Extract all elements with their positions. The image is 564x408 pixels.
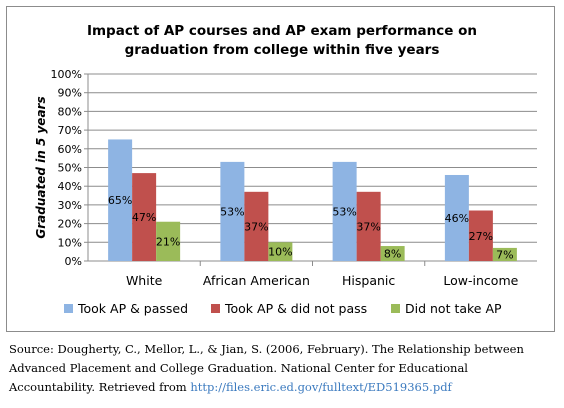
legend-label: Took AP & did not pass [224, 301, 367, 316]
data-label: 53% [220, 205, 244, 218]
y-tick-label: 10% [58, 236, 82, 249]
legend-label: Did not take AP [405, 301, 502, 316]
x-category-label: Hispanic [342, 273, 395, 288]
bar [380, 246, 405, 261]
bar [156, 221, 181, 261]
bar [220, 161, 245, 261]
source-citation: Source: Dougherty, C., Mellor, L., & Jia… [9, 340, 557, 397]
legend-swatch [391, 304, 400, 313]
bar [332, 161, 357, 261]
bar [108, 139, 133, 261]
y-tick-label: 50% [58, 162, 82, 175]
data-label: 37% [356, 220, 380, 233]
data-label: 21% [156, 235, 180, 248]
bar [244, 191, 269, 261]
bar [492, 247, 517, 261]
y-tick-label: 100% [51, 68, 82, 81]
data-label: 7% [496, 248, 513, 261]
y-tick-label: 30% [58, 199, 82, 212]
data-label: 37% [244, 220, 268, 233]
y-tick-label: 20% [58, 218, 82, 231]
y-tick-label: 40% [58, 180, 82, 193]
y-tick-label: 0% [65, 255, 82, 268]
y-tick-label: 80% [58, 105, 82, 118]
source-text: Source: Dougherty, C., Mellor, L., & Jia… [9, 342, 524, 394]
data-label: 10% [268, 246, 292, 259]
bar [468, 210, 493, 261]
y-axis-label: Graduated in 5 years [34, 96, 48, 238]
bar [132, 173, 157, 261]
data-label: 27% [469, 230, 493, 243]
y-tick-label: 60% [58, 143, 82, 156]
y-tick-label: 70% [58, 124, 82, 137]
legend-swatch [211, 304, 220, 313]
bar [444, 174, 469, 261]
y-tick-label: 90% [58, 87, 82, 100]
source-link[interactable]: http://files.eric.ed.gov/fulltext/ED5193… [190, 380, 452, 394]
legend-label: Took AP & passed [77, 301, 188, 316]
x-category-label: White [126, 273, 163, 288]
x-category-label: African American [203, 273, 310, 288]
data-label: 53% [332, 205, 356, 218]
bar [356, 191, 381, 261]
chart-title-line: graduation from college within five year… [125, 42, 440, 58]
data-label: 46% [445, 212, 469, 225]
data-label: 47% [132, 211, 156, 224]
bar [268, 242, 293, 261]
data-label: 8% [384, 248, 401, 261]
chart: Impact of AP courses and AP exam perform… [34, 23, 537, 316]
legend-swatch [64, 304, 73, 313]
data-label: 65% [108, 194, 132, 207]
chart-title-line: Impact of AP courses and AP exam perform… [87, 23, 477, 39]
x-category-label: Low-income [443, 273, 518, 288]
chart-frame: Impact of AP courses and AP exam perform… [6, 6, 555, 332]
